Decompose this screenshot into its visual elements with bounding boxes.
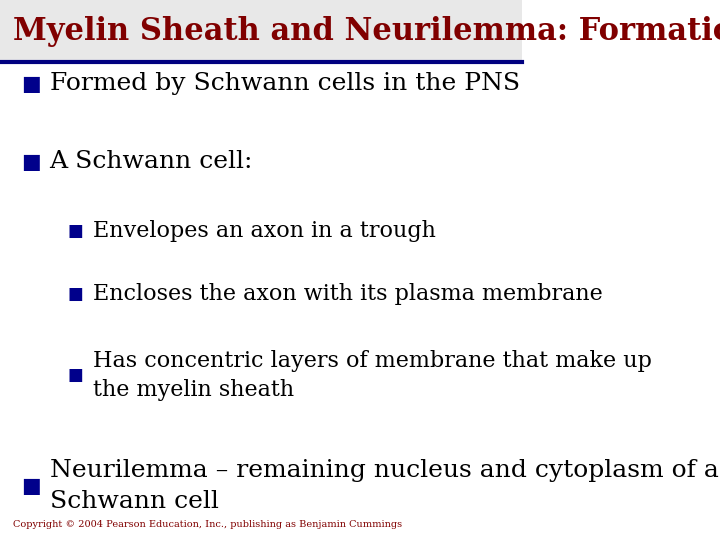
Text: ■: ■: [21, 476, 40, 496]
Text: Neurilemma – remaining nucleus and cytoplasm of a
Schwann cell: Neurilemma – remaining nucleus and cytop…: [50, 460, 719, 512]
Text: ■: ■: [21, 152, 40, 172]
Text: ■: ■: [21, 73, 40, 94]
Text: Formed by Schwann cells in the PNS: Formed by Schwann cells in the PNS: [50, 72, 520, 95]
Text: ■: ■: [68, 366, 84, 384]
Text: Envelopes an axon in a trough: Envelopes an axon in a trough: [93, 220, 436, 242]
Text: ■: ■: [68, 285, 84, 303]
Text: Myelin Sheath and Neurilemma: Formation: Myelin Sheath and Neurilemma: Formation: [13, 16, 720, 46]
Text: ■: ■: [68, 222, 84, 240]
Text: A Schwann cell:: A Schwann cell:: [50, 151, 253, 173]
Text: Has concentric layers of membrane that make up
the myelin sheath: Has concentric layers of membrane that m…: [93, 350, 652, 401]
FancyBboxPatch shape: [0, 0, 522, 62]
Text: Encloses the axon with its plasma membrane: Encloses the axon with its plasma membra…: [93, 284, 603, 305]
Text: Copyright © 2004 Pearson Education, Inc., publishing as Benjamin Cummings: Copyright © 2004 Pearson Education, Inc.…: [13, 520, 402, 529]
